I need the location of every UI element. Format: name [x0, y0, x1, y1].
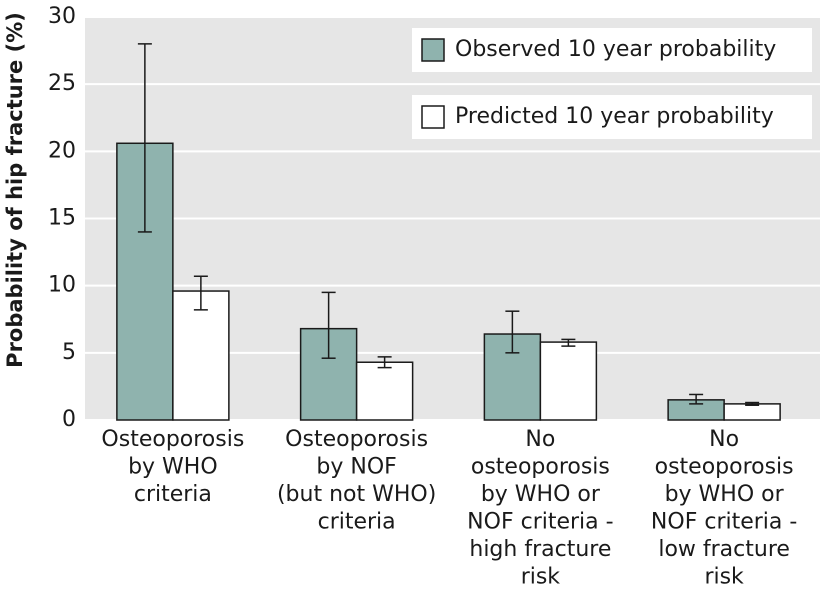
error-bar [561, 338, 576, 347]
bar [723, 403, 781, 421]
error-bar [193, 275, 208, 311]
bar [116, 142, 174, 421]
legend-label: Predicted 10 year probability [455, 104, 774, 129]
legend-background [412, 95, 812, 139]
x-tick-label: No osteoporosis by WHO or NOF criteria -hig… [467, 427, 613, 590]
error-bar [377, 356, 392, 369]
y-tick-label: 10 [48, 273, 76, 298]
bar [355, 361, 414, 421]
y-tick-label: 5 [62, 340, 76, 365]
legend-swatch [421, 38, 445, 62]
bar [172, 290, 230, 421]
y-tick-label: 0 [62, 407, 76, 432]
x-tick-label: Osteoporosis by WHO criteria [101, 427, 244, 507]
error-bar [137, 43, 152, 233]
legend-swatch [421, 105, 445, 129]
y-tick-label: 15 [48, 206, 76, 231]
y-tick-label: 20 [48, 138, 76, 163]
error-bar [321, 291, 336, 359]
y-tick-label: 25 [48, 71, 76, 96]
legend-background [412, 28, 812, 72]
x-tick-label: Osteoporosis by NOF (but not WHO) criteria [277, 427, 436, 535]
x-tick-label: No osteoporosis by WHO or NOF criteria -low… [651, 427, 797, 590]
y-axis-label: Probability of hip fracture (%) [3, 12, 27, 368]
error-bar [505, 310, 520, 354]
bar [539, 341, 598, 421]
error-bar [745, 401, 760, 406]
y-tick-label: 30 [48, 4, 76, 29]
error-bar [689, 393, 704, 405]
legend-label: Observed 10 year probability [455, 37, 776, 62]
